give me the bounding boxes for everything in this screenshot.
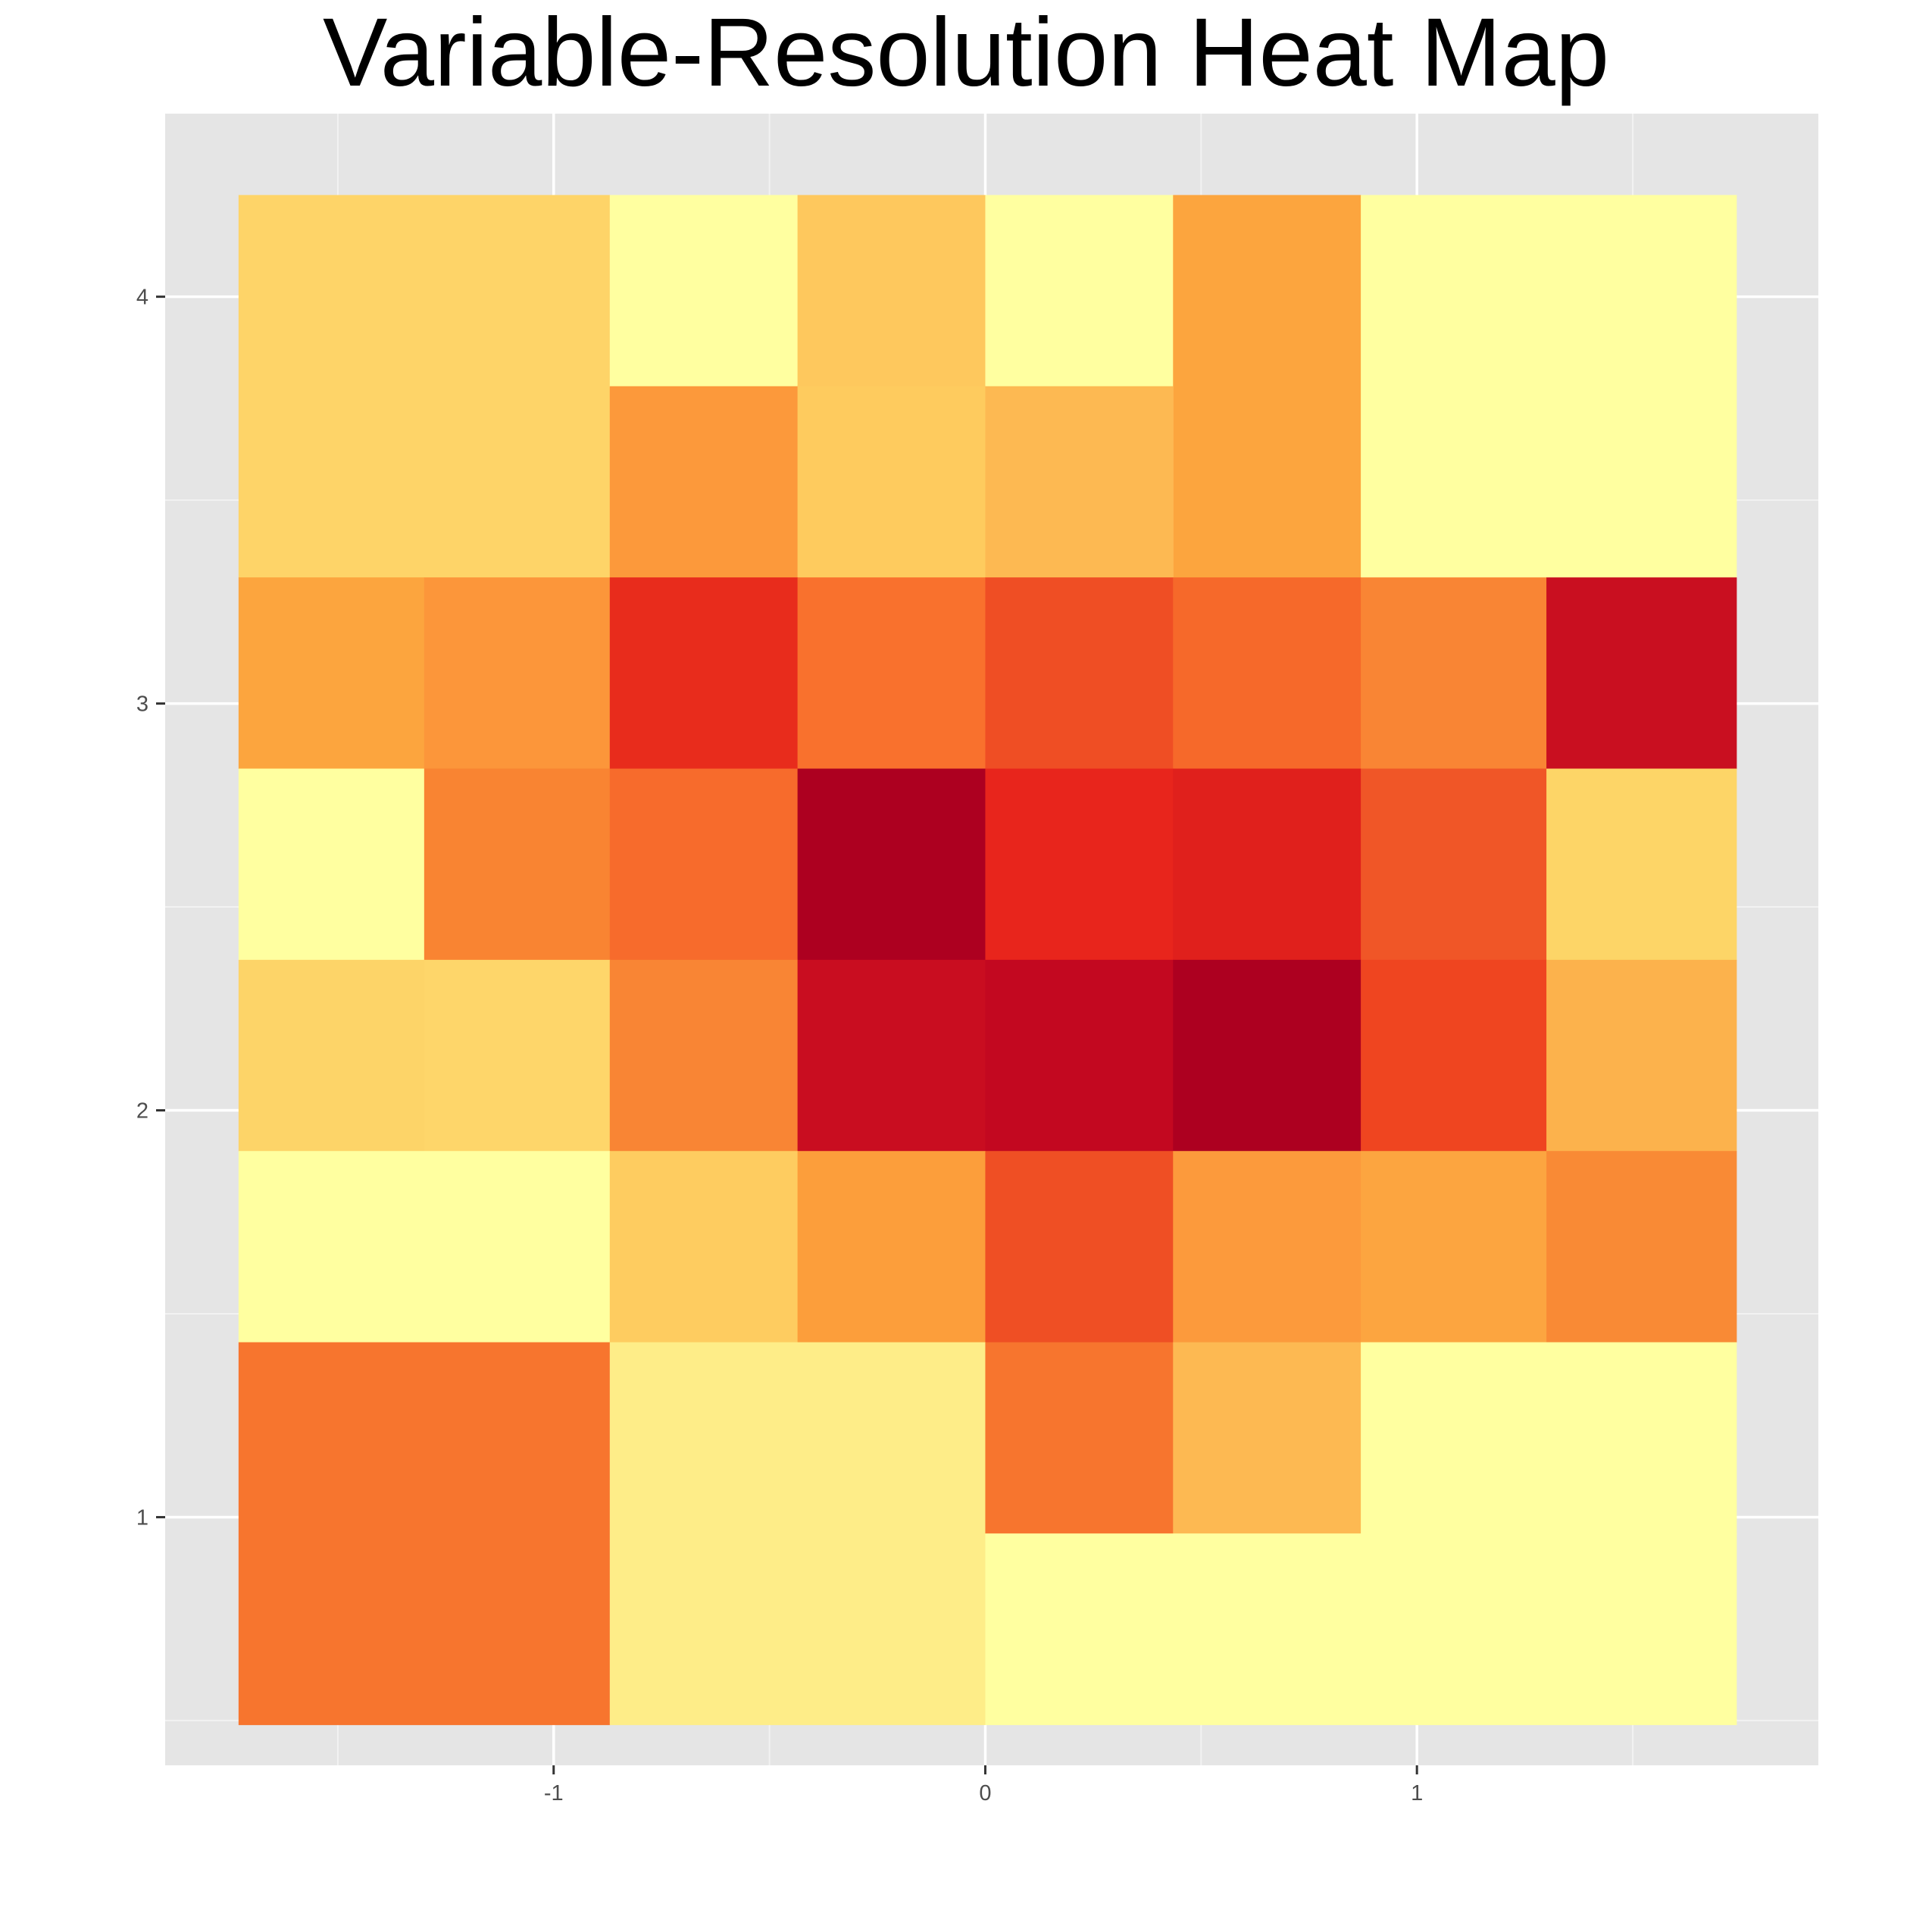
heatmap-tile (609, 386, 799, 578)
heatmap-tile (1546, 959, 1737, 1152)
heatmap-tile (424, 577, 611, 770)
x-tick-label: 1 (1411, 1781, 1423, 1805)
heatmap-tiles (238, 195, 1737, 1725)
heatmap-tile (424, 768, 611, 961)
heatmap-tile (797, 768, 986, 961)
heatmap-tile (797, 577, 986, 770)
heatmap-tile (1173, 768, 1361, 961)
heatmap-tile (1361, 1342, 1737, 1534)
x-tick-label: -1 (544, 1781, 564, 1805)
heatmap-tile (1546, 1151, 1737, 1343)
heatmap-tile (985, 386, 1174, 578)
heatmap-tile (609, 1151, 799, 1343)
heatmap-tile (985, 195, 1174, 387)
heatmap-tile (1361, 1151, 1547, 1343)
heatmap-tile (797, 195, 986, 387)
heatmap-tile (1546, 577, 1737, 770)
heatmap-tile (238, 1342, 611, 1725)
y-tick-label: 3 (136, 692, 148, 717)
heatmap-tile (238, 577, 425, 770)
heatmap-tile (797, 1151, 986, 1343)
heatmap-tile (1173, 1151, 1361, 1343)
heatmap-tile (1546, 768, 1737, 961)
heatmap-tile (1361, 768, 1547, 961)
heatmap-tile (985, 1151, 1174, 1343)
heatmap-tile (609, 195, 799, 387)
heatmap-tile (238, 959, 425, 1152)
heatmap-tile (424, 959, 611, 1152)
heatmap-tile (238, 195, 611, 578)
heatmap-tile (985, 959, 1174, 1152)
heatmap-tile (609, 768, 799, 961)
y-tick-label: 4 (136, 286, 148, 310)
heatmap-tile (797, 959, 986, 1152)
heatmap-tile (797, 386, 986, 578)
y-tick-label: 2 (136, 1099, 148, 1124)
heatmap-tile (985, 768, 1174, 961)
y-axis: 1 2 3 4 (136, 286, 165, 1530)
y-tick-label: 1 (136, 1505, 148, 1530)
heatmap-tile (1173, 195, 1361, 578)
heatmap-tile (985, 1342, 1174, 1534)
heatmap-tile (1173, 959, 1361, 1152)
chart-title: Variable-Resolution Heat Map (322, 0, 1610, 107)
heatmap-tile (238, 1151, 611, 1343)
heatmap-tile (609, 577, 799, 770)
heatmap-tile (1173, 1342, 1361, 1534)
heatmap-tile (985, 577, 1174, 770)
x-axis: -1 0 1 (544, 1765, 1423, 1805)
heatmap-tile (985, 1533, 1737, 1725)
heatmap-tile (1361, 959, 1547, 1152)
heatmap-tile (609, 959, 799, 1152)
heatmap-tile (1173, 577, 1361, 770)
x-tick-label: 0 (979, 1781, 991, 1805)
heatmap-tile (609, 1342, 986, 1725)
heatmap-tile (238, 768, 425, 961)
heatmap-tile (1361, 195, 1737, 578)
heatmap-tile (1361, 577, 1547, 770)
